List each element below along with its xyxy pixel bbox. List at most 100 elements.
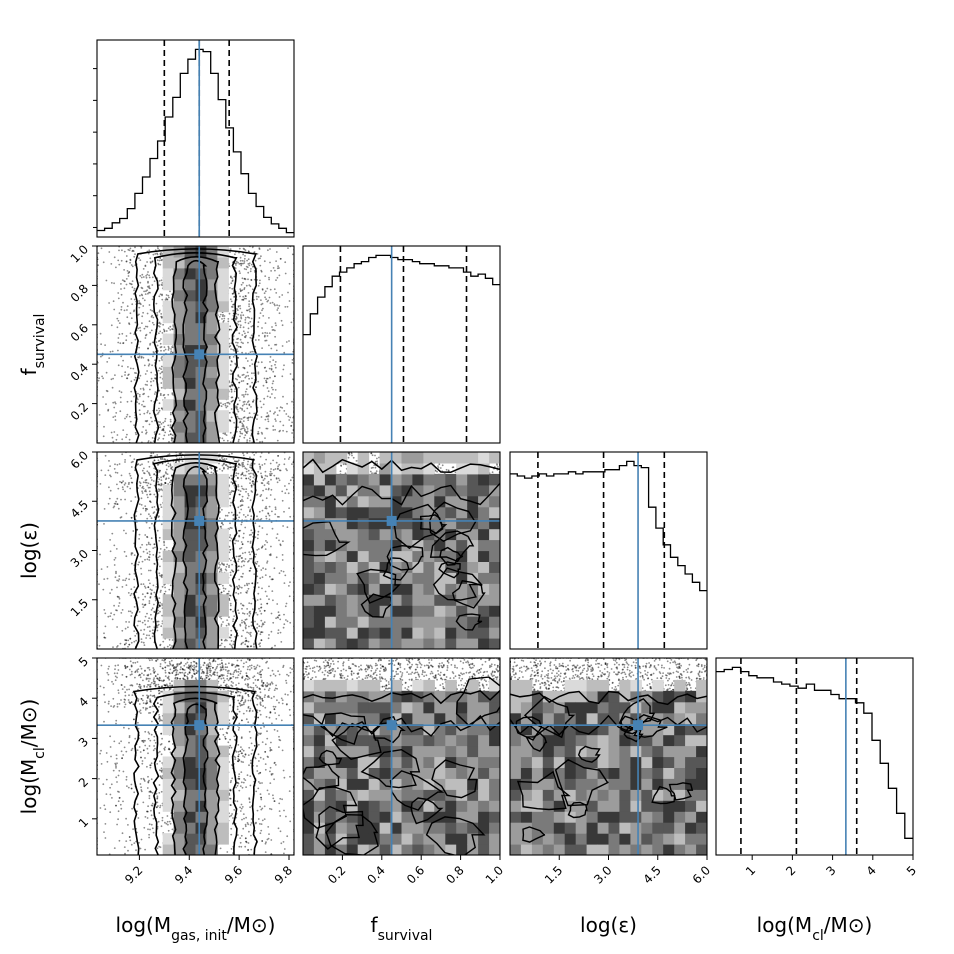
scatter-point: [170, 479, 173, 482]
scatter-point: [127, 610, 130, 613]
scatter-point: [159, 469, 161, 472]
scatter-point: [144, 337, 147, 339]
scatter-point: [159, 376, 162, 379]
scatter-point: [116, 483, 118, 486]
scatter-point: [149, 569, 152, 572]
scatter-point: [159, 605, 161, 608]
scatter-point: [257, 470, 260, 473]
scatter-point: [131, 552, 134, 554]
scatter-point: [162, 428, 164, 431]
scatter-point: [136, 528, 139, 531]
scatter-point: [141, 621, 144, 624]
density-cell: [217, 246, 229, 258]
scatter-point: [248, 300, 251, 303]
scatter-point: [158, 483, 160, 486]
scatter-point: [258, 525, 261, 528]
scatter-point: [165, 468, 168, 471]
scatter-point: [237, 489, 240, 492]
scatter-point: [249, 437, 251, 440]
scatter-point: [257, 284, 260, 287]
scatter-point: [103, 508, 106, 510]
scatter-point: [265, 415, 268, 418]
scatter-point: [171, 328, 174, 331]
scatter-point: [153, 611, 156, 613]
scatter-point: [121, 249, 123, 252]
panel-background: [510, 452, 707, 649]
scatter-point: [117, 319, 120, 322]
scatter-point: [179, 453, 182, 455]
scatter-point: [169, 325, 172, 328]
scatter-point: [270, 612, 273, 615]
histogram-step-line: [97, 48, 294, 234]
scatter-point: [249, 499, 252, 502]
scatter-point: [238, 516, 241, 519]
scatter-point: [158, 539, 161, 542]
scatter-point: [146, 484, 149, 487]
scatter-point: [161, 585, 164, 588]
scatter-point: [274, 361, 277, 363]
scatter-point: [103, 425, 105, 428]
scatter-point: [249, 385, 252, 387]
scatter-point: [130, 641, 133, 644]
scatter-point: [124, 490, 126, 493]
scatter-point: [261, 576, 264, 579]
scatter-point: [276, 276, 279, 279]
scatter-point: [139, 513, 142, 516]
scatter-point: [128, 481, 130, 484]
scatter-point: [274, 411, 276, 414]
scatter-point: [240, 565, 243, 568]
scatter-point: [278, 463, 281, 466]
scatter-point: [165, 472, 168, 475]
scatter-point: [270, 367, 273, 370]
density-cell: [173, 344, 186, 356]
scatter-point: [120, 481, 123, 484]
density-cell: [195, 267, 207, 280]
scatter-point: [249, 558, 251, 560]
scatter-point: [160, 386, 163, 389]
scatter-point: [247, 506, 250, 509]
scatter-point: [117, 605, 120, 607]
scatter-point: [148, 490, 151, 493]
scatter-point: [233, 349, 236, 352]
scatter-point: [161, 462, 164, 465]
scatter-point: [271, 329, 274, 331]
scatter-point: [243, 465, 246, 468]
scatter-point: [246, 439, 249, 441]
scatter-point: [284, 272, 287, 275]
scatter-point: [155, 409, 158, 412]
scatter-point: [231, 383, 233, 386]
scatter-point: [245, 477, 248, 480]
scatter-point: [138, 313, 140, 316]
scatter-point: [251, 372, 253, 375]
scatter-point: [241, 607, 243, 610]
scatter-point: [277, 455, 279, 457]
scatter-point: [275, 279, 277, 281]
scatter-point: [112, 377, 114, 380]
scatter-point: [250, 429, 253, 432]
scatter-point: [98, 414, 101, 416]
scatter-point: [248, 440, 251, 442]
scatter-point: [146, 592, 149, 595]
scatter-point: [254, 339, 257, 341]
scatter-point: [158, 339, 161, 342]
scatter-point: [258, 607, 260, 610]
scatter-point: [235, 407, 238, 410]
scatter-point: [151, 437, 154, 439]
scatter-point: [151, 284, 154, 286]
panel-frame: [715, 657, 914, 856]
scatter-point: [229, 298, 232, 301]
scatter-point: [260, 494, 263, 496]
scatter-point: [114, 415, 117, 418]
scatter-point: [257, 380, 260, 383]
scatter-point: [266, 533, 268, 536]
scatter-point: [156, 620, 159, 623]
scatter-point: [129, 474, 132, 477]
scatter-point: [262, 489, 264, 492]
scatter-point: [148, 634, 151, 637]
scatter-point: [150, 479, 153, 481]
scatter-point: [269, 376, 271, 379]
density-cell: [195, 246, 207, 258]
scatter-point: [274, 644, 276, 647]
scatter-point: [113, 406, 116, 409]
scatter-point: [250, 359, 253, 361]
